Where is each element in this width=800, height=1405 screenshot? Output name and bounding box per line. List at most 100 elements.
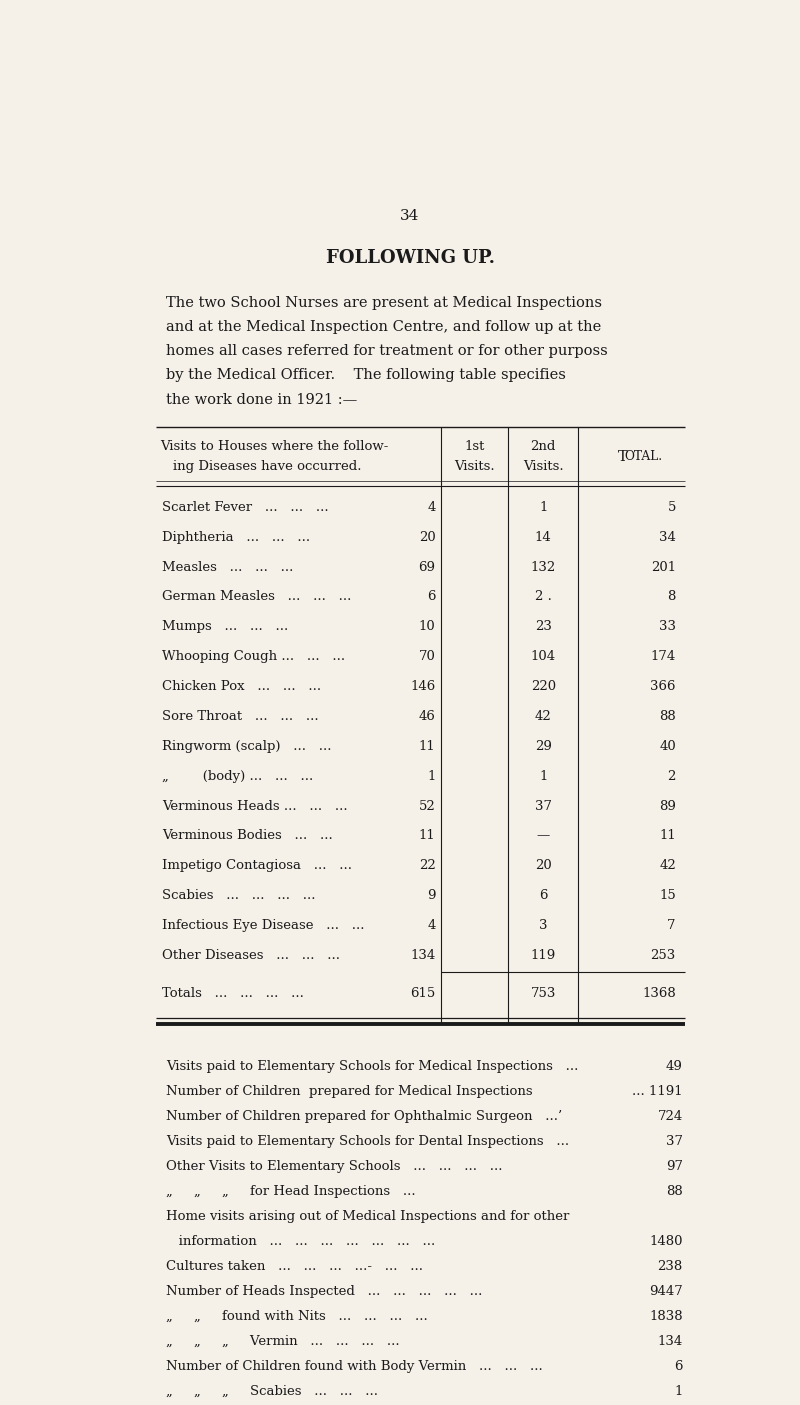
Text: 42: 42 — [535, 710, 552, 724]
Text: 11: 11 — [419, 829, 435, 843]
Text: 2: 2 — [667, 770, 676, 783]
Text: Home visits arising out of Medical Inspections and for other: Home visits arising out of Medical Inspe… — [166, 1210, 570, 1222]
Text: ... 1191: ... 1191 — [632, 1085, 682, 1097]
Text: 34: 34 — [400, 208, 420, 222]
Text: 29: 29 — [535, 740, 552, 753]
Text: information   ...   ...   ...   ...   ...   ...   ...: information ... ... ... ... ... ... ... — [166, 1235, 435, 1248]
Text: Mumps   ...   ...   ...: Mumps ... ... ... — [162, 621, 288, 634]
Text: 23: 23 — [535, 621, 552, 634]
Text: German Measles   ...   ...   ...: German Measles ... ... ... — [162, 590, 351, 604]
Text: 11: 11 — [419, 740, 435, 753]
Text: Other Visits to Elementary Schools   ...   ...   ...   ...: Other Visits to Elementary Schools ... .… — [166, 1159, 502, 1173]
Text: „        (body) ...   ...   ...: „ (body) ... ... ... — [162, 770, 314, 783]
Text: 134: 134 — [658, 1335, 682, 1347]
Text: 40: 40 — [659, 740, 676, 753]
Text: 238: 238 — [658, 1260, 682, 1273]
Text: 70: 70 — [418, 651, 435, 663]
Text: „     „     found with Nits   ...   ...   ...   ...: „ „ found with Nits ... ... ... ... — [166, 1309, 428, 1324]
Text: Measles   ...   ...   ...: Measles ... ... ... — [162, 561, 294, 573]
Text: 134: 134 — [410, 948, 435, 962]
Text: 1st: 1st — [465, 440, 485, 452]
Text: 1: 1 — [427, 770, 435, 783]
Text: 33: 33 — [659, 621, 676, 634]
Text: Ringworm (scalp)   ...   ...: Ringworm (scalp) ... ... — [162, 740, 331, 753]
Text: 89: 89 — [659, 799, 676, 812]
Text: 15: 15 — [659, 889, 676, 902]
Text: „     „     „     Scabies   ...   ...   ...: „ „ „ Scabies ... ... ... — [166, 1385, 378, 1398]
Text: 49: 49 — [666, 1059, 682, 1073]
Text: Visits.: Visits. — [454, 459, 495, 473]
Text: 201: 201 — [650, 561, 676, 573]
Text: Number of Children found with Body Vermin   ...   ...   ...: Number of Children found with Body Vermi… — [166, 1360, 542, 1373]
Text: Scabies   ...   ...   ...   ...: Scabies ... ... ... ... — [162, 889, 315, 902]
Text: Cultures taken   ...   ...   ...   ...-   ...   ...: Cultures taken ... ... ... ...- ... ... — [166, 1260, 423, 1273]
Text: 1838: 1838 — [649, 1309, 682, 1324]
Text: ing Diseases have occurred.: ing Diseases have occurred. — [173, 459, 362, 473]
Text: FOLLOWING UP.: FOLLOWING UP. — [326, 250, 494, 267]
Text: 174: 174 — [650, 651, 676, 663]
Text: Diphtheria   ...   ...   ...: Diphtheria ... ... ... — [162, 531, 310, 544]
Text: 2nd: 2nd — [530, 440, 556, 452]
Text: 69: 69 — [418, 561, 435, 573]
Text: 119: 119 — [530, 948, 556, 962]
Text: the work done in 1921 :—: the work done in 1921 :— — [166, 392, 357, 406]
Text: 2 .: 2 . — [535, 590, 552, 604]
Text: 8: 8 — [667, 590, 676, 604]
Text: 9: 9 — [427, 889, 435, 902]
Text: 88: 88 — [666, 1184, 682, 1198]
Text: Other Diseases   ...   ...   ...: Other Diseases ... ... ... — [162, 948, 340, 962]
Text: 753: 753 — [530, 986, 556, 999]
Text: Number of Heads Inspected   ...   ...   ...   ...   ...: Number of Heads Inspected ... ... ... ..… — [166, 1286, 482, 1298]
Text: 615: 615 — [410, 986, 435, 999]
Text: 20: 20 — [419, 531, 435, 544]
Text: Number of Children  prepared for Medical Inspections: Number of Children prepared for Medical … — [166, 1085, 533, 1097]
Text: Whooping Cough ...   ...   ...: Whooping Cough ... ... ... — [162, 651, 345, 663]
Text: 37: 37 — [534, 799, 552, 812]
Text: 104: 104 — [530, 651, 556, 663]
Text: Visits to Houses where the follow-: Visits to Houses where the follow- — [160, 440, 388, 452]
Text: homes all cases referred for treatment or for other purposs: homes all cases referred for treatment o… — [166, 344, 608, 358]
Text: 1480: 1480 — [650, 1235, 682, 1248]
Text: OTAL.: OTAL. — [624, 450, 662, 464]
Text: 6: 6 — [674, 1360, 682, 1373]
Text: 14: 14 — [535, 531, 552, 544]
Text: Chicken Pox   ...   ...   ...: Chicken Pox ... ... ... — [162, 680, 321, 693]
Text: Visits.: Visits. — [523, 459, 564, 473]
Text: 7: 7 — [667, 919, 676, 932]
Text: Visits paid to Elementary Schools for Medical Inspections   ...: Visits paid to Elementary Schools for Me… — [166, 1059, 578, 1073]
Text: by the Medical Officer.    The following table specifies: by the Medical Officer. The following ta… — [166, 368, 566, 382]
Text: 34: 34 — [659, 531, 676, 544]
Text: 220: 220 — [530, 680, 556, 693]
Text: Sore Throat   ...   ...   ...: Sore Throat ... ... ... — [162, 710, 318, 724]
Text: 11: 11 — [659, 829, 676, 843]
Text: 20: 20 — [535, 860, 552, 873]
Text: 4: 4 — [427, 919, 435, 932]
Text: 46: 46 — [418, 710, 435, 724]
Text: 9447: 9447 — [649, 1286, 682, 1298]
Text: Number of Children prepared for Ophthalmic Surgeon   ...’: Number of Children prepared for Ophthalm… — [166, 1110, 562, 1123]
Text: 1: 1 — [674, 1385, 682, 1398]
Text: 5: 5 — [667, 500, 676, 514]
Text: 22: 22 — [419, 860, 435, 873]
Text: Totals   ...   ...   ...   ...: Totals ... ... ... ... — [162, 986, 304, 999]
Text: 3: 3 — [539, 919, 547, 932]
Text: Verminous Bodies   ...   ...: Verminous Bodies ... ... — [162, 829, 333, 843]
Text: 10: 10 — [419, 621, 435, 634]
Text: 37: 37 — [666, 1135, 682, 1148]
Text: 88: 88 — [659, 710, 676, 724]
Text: 366: 366 — [650, 680, 676, 693]
Text: T: T — [618, 450, 627, 464]
Text: 42: 42 — [659, 860, 676, 873]
Text: 1: 1 — [539, 500, 547, 514]
Text: Infectious Eye Disease   ...   ...: Infectious Eye Disease ... ... — [162, 919, 365, 932]
Text: Verminous Heads ...   ...   ...: Verminous Heads ... ... ... — [162, 799, 348, 812]
Text: 4: 4 — [427, 500, 435, 514]
Text: 1: 1 — [539, 770, 547, 783]
Text: 253: 253 — [650, 948, 676, 962]
Text: 6: 6 — [427, 590, 435, 604]
Text: 1368: 1368 — [642, 986, 676, 999]
Text: Visits paid to Elementary Schools for Dental Inspections   ...: Visits paid to Elementary Schools for De… — [166, 1135, 569, 1148]
Text: —: — — [537, 829, 550, 843]
Text: and at the Medical Inspection Centre, and follow up at the: and at the Medical Inspection Centre, an… — [166, 320, 601, 334]
Text: 724: 724 — [658, 1110, 682, 1123]
